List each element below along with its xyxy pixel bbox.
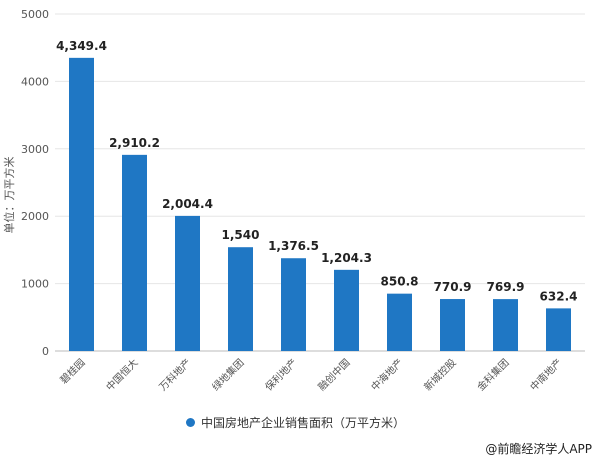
x-tick-label: 融创中国 [315, 356, 352, 393]
legend-label: 中国房地产企业销售面积（万平方米） [201, 416, 406, 430]
x-tick-label: 保利地产 [262, 356, 299, 393]
x-tick-label: 新城控股 [421, 356, 458, 393]
y-axis-ticks: 0 1000 2000 3000 4000 5000 [21, 8, 49, 358]
bar [69, 57, 94, 352]
bar-value-label: 2,004.4 [162, 197, 213, 211]
bar [440, 299, 465, 351]
bar [122, 154, 147, 351]
y-tick-label: 5000 [21, 8, 49, 21]
x-tick-label: 中国恒大 [103, 356, 140, 393]
bar-value-label: 769.9 [487, 280, 525, 294]
source-credit: @前瞻经济学人APP [485, 442, 592, 456]
y-tick-label: 0 [42, 345, 49, 358]
bar-value-label: 1,204.3 [321, 251, 372, 265]
bar-value-label: 770.9 [434, 280, 472, 294]
bar [281, 258, 306, 351]
x-tick-label: 中南地产 [527, 356, 564, 393]
y-tick-label: 4000 [21, 75, 49, 88]
bar [493, 299, 518, 351]
bar [334, 269, 359, 351]
bar-value-label: 1,376.5 [268, 239, 319, 253]
x-tick-label: 万科地产 [156, 356, 193, 393]
x-tick-label: 中海地产 [368, 356, 405, 393]
x-tick-label: 绿地集团 [209, 356, 246, 393]
y-tick-label: 3000 [21, 143, 49, 156]
bar-value-label: 1,540 [222, 228, 260, 242]
bar-value-label: 4,349.4 [56, 39, 107, 53]
bar-value-label: 2,910.2 [109, 136, 160, 150]
legend: 中国房地产企业销售面积（万平方米） [186, 414, 405, 431]
bar [546, 308, 571, 351]
x-tick-label: 碧桂园 [57, 356, 87, 386]
bar-value-label: 850.8 [381, 275, 419, 289]
bar [175, 215, 200, 351]
x-tick-label: 金科集团 [474, 356, 511, 393]
bar [387, 293, 412, 351]
bar-value-label: 632.4 [540, 289, 578, 303]
x-axis-ticks: 碧桂园 中国恒大 万科地产 绿地集团 保利地产 融创中国 中海地产 新城控股 金科集团 中南地产 [57, 356, 564, 393]
bars [69, 57, 571, 352]
y-tick-label: 2000 [21, 210, 49, 223]
y-tick-label: 1000 [21, 278, 49, 291]
value-labels: 4,349.4 2,910.2 2,004.4 1,540 1,376.51,204.3… [56, 39, 577, 304]
bar [228, 247, 253, 351]
legend-marker-icon [186, 418, 195, 427]
y-axis-label: 单位：万平方米 [3, 156, 16, 234]
